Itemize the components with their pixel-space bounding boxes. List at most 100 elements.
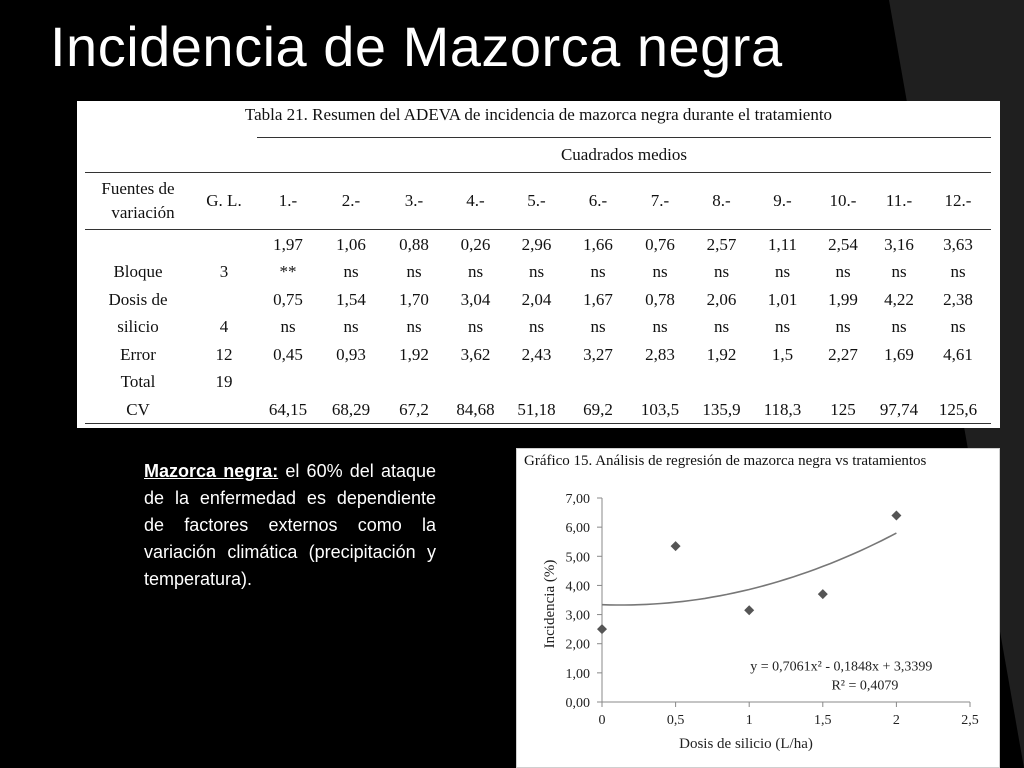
table-cell: ns [891,317,907,336]
table-cell: ns [835,262,851,281]
row-source: Total [120,372,156,391]
table-body: 1,97 1,06 0,88 0,26 2,96 1,66 0,76 2,57 1,11 2,54… [85,230,991,424]
table-cell: 4,22 [884,289,914,309]
table-cell: 2,57 [706,234,737,254]
table-cell [257,368,319,396]
table-cell: ns [590,262,606,281]
chart-title: Gráfico 15. Análisis de regresión de maz… [524,453,927,469]
table-cell: 0,45 [273,344,303,364]
table-cell: ns [774,262,791,281]
table-cell: ** [279,262,297,281]
table-cell: ns [406,262,422,281]
chart-svg: Gráfico 15. Análisis de regresión de maz… [516,448,1000,768]
table-cell: ns [652,317,668,336]
y-tick-label: 0,00 [566,696,591,711]
table-cell: ns [280,317,296,336]
table-cell: 64,15 [257,395,319,424]
table-cell: 4,61 [943,344,973,364]
note-text: Mazorca negra: el 60% del ataque de la e… [144,458,436,593]
note-body: el 60% del ataque de la enfermedad es de… [144,461,436,589]
table-cell: 3,16 [884,234,914,254]
table-cell: 1,99 [828,289,858,309]
table-cell: 1,69 [884,344,914,364]
table-cell: 2,38 [943,289,973,309]
table-cell [506,368,567,396]
data-point [670,541,681,552]
y-axis-title: Incidencia (%) [542,560,558,649]
table-cell [567,368,629,396]
table-cell [383,368,445,396]
table-caption: Tabla 21. Resumen del ADEVA de incidenci… [244,105,833,124]
table-cell: ns [467,317,484,336]
treatment-header: 6.- [567,172,629,230]
treatment-header: 10.- [813,172,873,230]
regression-chart: Gráfico 15. Análisis de regresión de maz… [516,448,1000,768]
x-tick-label: 2 [893,713,900,728]
row-gl: 12 [215,344,233,364]
table-row: Total 19 [85,368,991,396]
table-cell: 2,96 [521,234,552,254]
table-cell: ns [528,317,545,336]
gl-header: G. L. [191,172,257,230]
table-cell: ns [713,262,730,281]
table-cell: 1,66 [583,234,613,254]
x-tick-label: 0 [599,713,606,728]
table-cell: 0,75 [273,289,303,309]
data-point [597,624,607,635]
table-cell: 2,43 [521,344,552,364]
table-cell: 69,2 [567,395,629,424]
table-cell: 1,97 [273,234,303,254]
table-cell: 1,11 [767,234,798,254]
anova-table-image: Tabla 21. Resumen del ADEVA de incidenci… [77,101,1000,428]
table-cell: 0,76 [645,234,675,254]
table-cell: 2,54 [828,234,858,254]
row-gl: 4 [219,317,229,336]
treatment-header: 1.- [257,172,319,230]
table-cell [691,368,752,396]
slide-title: Incidencia de Mazorca negra [50,15,783,78]
table-cell: ns [891,262,907,281]
row-gl: 3 [219,262,229,281]
row-source: Error [120,344,156,364]
y-tick-label: 6,00 [566,521,591,536]
table-cell: 51,18 [506,395,567,424]
anova-table: Cuadrados medios Fuentes de variación G.… [85,137,991,424]
y-tick-label: 7,00 [566,492,591,507]
trendline [601,532,897,606]
table-cell: 2,27 [828,344,858,364]
y-tick-label: 1,00 [566,667,591,682]
table-cell: ns [950,262,966,281]
table-cell: ns [713,317,730,336]
table-cell [445,368,506,396]
table-cell: 3,27 [583,344,613,364]
table-cell: 0,78 [645,289,675,309]
table-row: Error 12 0,45 0,93 1,92 3,62 2,43 3,27 2,83 1,92 1… [85,340,991,368]
r-squared-label: R² = 0,4079 [831,678,898,693]
table-cell: 1,92 [399,344,429,364]
treatment-header: 2.- [319,172,383,230]
x-tick-label: 2,5 [961,713,979,728]
row-source: silicio [117,317,159,336]
note-title: Mazorca negra: [144,461,279,481]
table-cell: 1,70 [399,289,429,309]
table-cell: 118,3 [752,395,813,424]
table-cell: ns [343,262,359,281]
table-cell: ns [835,317,851,336]
table-cell: 2,83 [645,344,675,364]
treatment-header: 11.- [873,172,925,230]
table-cell: 0,93 [336,344,366,364]
table-cell: ns [652,262,668,281]
data-point [744,605,755,616]
table-cell: 68,29 [319,395,383,424]
treatment-header: 5.- [506,172,567,230]
row-gl [191,395,257,424]
table-cell: ns [590,317,606,336]
table-cell: 135,9 [691,395,752,424]
table-cell [925,368,991,396]
table-cell: 1,5 [771,344,794,364]
table-cell: 97,74 [873,395,925,424]
table-cell: 125 [813,395,873,424]
x-axis-title: Dosis de silicio (L/ha) [679,736,813,752]
table-cell [873,368,925,396]
y-tick-label: 5,00 [566,550,591,565]
